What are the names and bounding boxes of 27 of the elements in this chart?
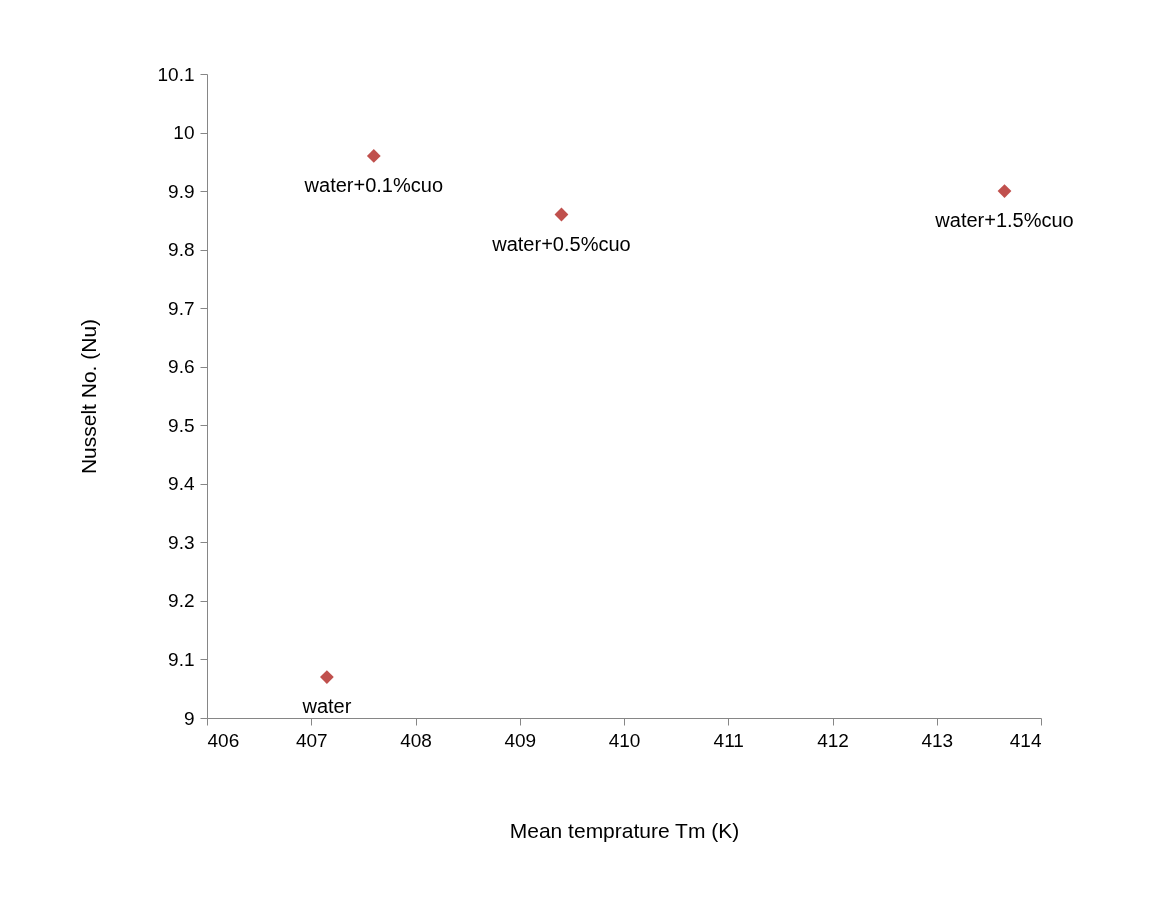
x-tick-label: 414 bbox=[1009, 729, 1042, 751]
x-tick-label: 409 bbox=[504, 729, 537, 751]
y-tick-label: 9.1 bbox=[168, 648, 195, 670]
x-tick-label: 413 bbox=[921, 729, 954, 751]
x-tick-label: 410 bbox=[608, 729, 641, 751]
y-tick-label: 9.3 bbox=[168, 531, 195, 553]
y-tick-label: 9.9 bbox=[168, 180, 195, 202]
y-tick-label: 9.7 bbox=[168, 297, 195, 319]
y-tick-label: 9.8 bbox=[168, 239, 195, 261]
y-tick-label: 10 bbox=[173, 122, 195, 144]
annotation: water bbox=[301, 695, 352, 718]
y-tick-label: 9.5 bbox=[168, 414, 195, 436]
y-tick-label: 9.6 bbox=[168, 356, 195, 378]
x-tick-label: 411 bbox=[713, 729, 744, 751]
y-tick-label: 9.4 bbox=[168, 473, 195, 495]
y-tick-label: 9 bbox=[183, 707, 195, 729]
annotation: water+0.1%cuo bbox=[303, 173, 444, 196]
y-tick-label: 9.2 bbox=[168, 590, 195, 612]
y-axis-title: Nusselt No. (Nu) bbox=[76, 318, 100, 475]
x-tick-label: 408 bbox=[400, 729, 432, 751]
x-tick-label: 407 bbox=[295, 729, 328, 751]
x-tick-label: 412 bbox=[817, 729, 849, 751]
annotation: water+1.5%cuo bbox=[934, 209, 1074, 232]
x-tick-label: 406 bbox=[207, 729, 240, 751]
x-axis-title: Mean temprature Tm (K) bbox=[509, 818, 740, 842]
annotation: water+0.5%cuo bbox=[491, 232, 631, 255]
y-tick-label: 10.1 bbox=[157, 63, 195, 85]
